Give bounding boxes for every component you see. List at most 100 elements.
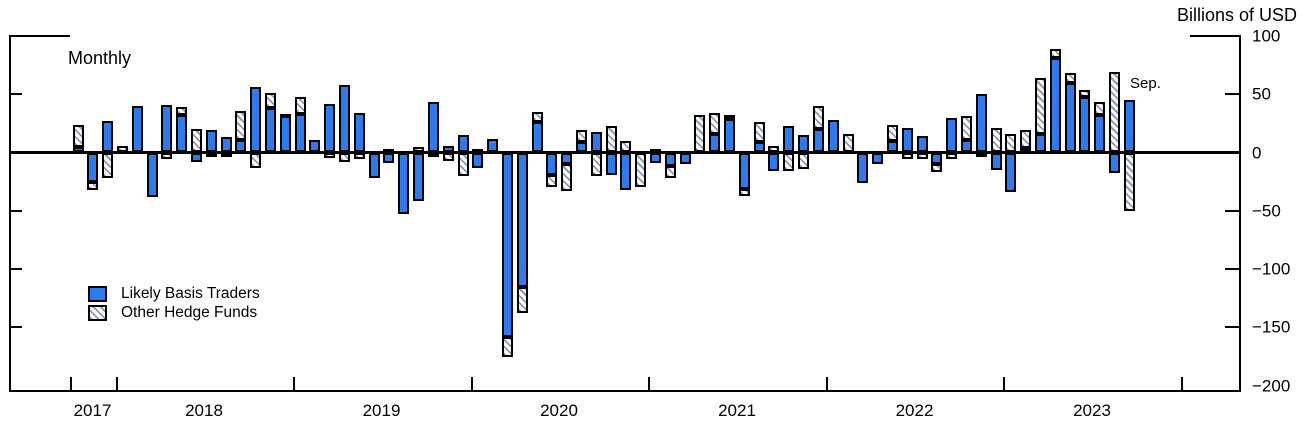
bar-segment-other-hedge-funds [294,96,306,114]
bar-segment-basis-traders [546,152,558,175]
left-axis [9,35,11,392]
bar-segment-basis-traders [620,152,632,190]
bar-segment-other-hedge-funds [1035,77,1046,134]
bar-segment-other-hedge-funds [960,116,972,140]
bar-segment-other-hedge-funds [783,152,795,172]
bar-segment-other-hedge-funds [190,129,202,153]
bar-segment-other-hedge-funds [812,105,824,130]
bar-segment-basis-traders [1079,96,1091,153]
axis-tick [648,377,650,390]
bar-segment-other-hedge-funds [516,286,528,314]
bar-segment-basis-traders [1094,115,1106,153]
bar-segment-basis-traders [102,121,114,153]
axis-tick [1003,377,1006,390]
bar-segment-other-hedge-funds [457,152,469,176]
bar-segment-basis-traders [783,125,795,153]
y-tick-label: −100 [1252,259,1291,279]
bar-segment-other-hedge-funds [1064,73,1076,83]
bar-segment-basis-traders [413,152,425,202]
bar-segment-basis-traders [531,122,543,153]
x-year-label: 2022 [895,401,934,420]
x-year-label: 2020 [540,401,578,420]
bar-segment-basis-traders [664,152,676,167]
bar-segment-basis-traders [975,94,987,153]
bar-segment-basis-traders [161,104,173,153]
bar-segment-basis-traders [798,135,810,153]
bar-segment-basis-traders [590,131,602,153]
bar-segment-other-hedge-funds [1109,72,1121,153]
bar-segment-other-hedge-funds [1020,130,1032,148]
bar-segment-basis-traders [872,152,884,165]
legend-label-other-hedge-funds: Other Hedge Funds [121,303,258,321]
bar-segment-other-hedge-funds [235,110,247,140]
bar-segment-other-hedge-funds [1005,133,1017,153]
bar-segment-other-hedge-funds [724,115,736,120]
axis-tick [10,210,22,212]
bar-segment-basis-traders [1035,133,1046,153]
bar-segment-basis-traders [827,119,839,153]
bar-segment-basis-traders [857,152,869,183]
top-right-axis-cap [1190,35,1241,37]
x-axis [9,390,1241,392]
bar-segment-basis-traders [339,84,351,153]
legend-item-other-hedge-funds: Other Hedge Funds [88,303,260,322]
y-tick-label: −200 [1252,376,1291,396]
axis-tick [470,377,473,390]
x-year-label: 2023 [1073,401,1111,420]
axis-tick [10,326,22,328]
bar-segment-other-hedge-funds [1123,152,1135,211]
bar-segment-basis-traders [176,115,188,153]
y-tick-label: −150 [1252,317,1291,337]
bar-segment-basis-traders [679,152,691,165]
axis-tick [1225,268,1239,270]
legend-label-basis-traders: Likely Basis Traders [121,284,260,302]
bar-segment-other-hedge-funds [265,93,276,109]
bar-segment-other-hedge-funds [931,164,943,173]
bar-segment-other-hedge-funds [72,124,84,147]
axis-tick [1225,326,1239,328]
bar-segment-basis-traders [279,116,291,153]
bar-segment-basis-traders [1049,58,1061,153]
bar-segment-other-hedge-funds [279,114,291,119]
bar-segment-other-hedge-funds [842,133,854,153]
legend-swatch-blue [88,285,107,302]
bar-segment-basis-traders [205,130,217,153]
bar-segment-basis-traders [131,105,143,153]
bar-segment-other-hedge-funds [798,152,810,169]
bar-segment-other-hedge-funds [605,125,617,153]
legend: Likely Basis Traders Other Hedge Funds [88,284,260,322]
bar-segment-basis-traders [768,152,780,172]
bar-segment-basis-traders [383,152,395,163]
top-left-axis-cap [9,35,70,37]
bar-segment-other-hedge-funds [590,152,602,176]
bar-segment-basis-traders [931,152,943,165]
y-tick-label: 100 [1252,26,1281,46]
bar-segment-basis-traders [1064,82,1076,153]
axis-tick [1180,377,1183,390]
axis-tick [825,377,828,390]
bar-segment-basis-traders [812,129,824,153]
frequency-label: Monthly [68,48,132,68]
x-year-label: 2018 [185,401,223,420]
bar-segment-basis-traders [398,152,410,215]
bar-segment-other-hedge-funds [250,152,262,168]
last-point-annotation: Sep. [1130,75,1161,92]
bar-segment-other-hedge-funds [886,124,898,141]
legend-item-basis-traders: Likely Basis Traders [88,284,260,303]
bar-segment-basis-traders [250,87,262,153]
axis-tick [10,93,22,95]
bar-segment-other-hedge-funds [575,130,587,142]
bar-segment-other-hedge-funds [664,166,676,179]
axis-tick [1225,93,1239,95]
bar-segment-other-hedge-funds [990,128,1002,153]
legend-swatch-hatched [88,304,107,321]
bar-segment-other-hedge-funds [1079,89,1091,97]
units-label: Billions of USD [1176,5,1297,25]
bar-segment-basis-traders [738,152,750,189]
bar-segment-other-hedge-funds [87,181,99,190]
bar-segment-basis-traders [87,152,99,182]
bar-segment-basis-traders [990,152,1002,170]
bar-segment-basis-traders [561,152,573,165]
bar-segment-basis-traders [946,117,958,153]
